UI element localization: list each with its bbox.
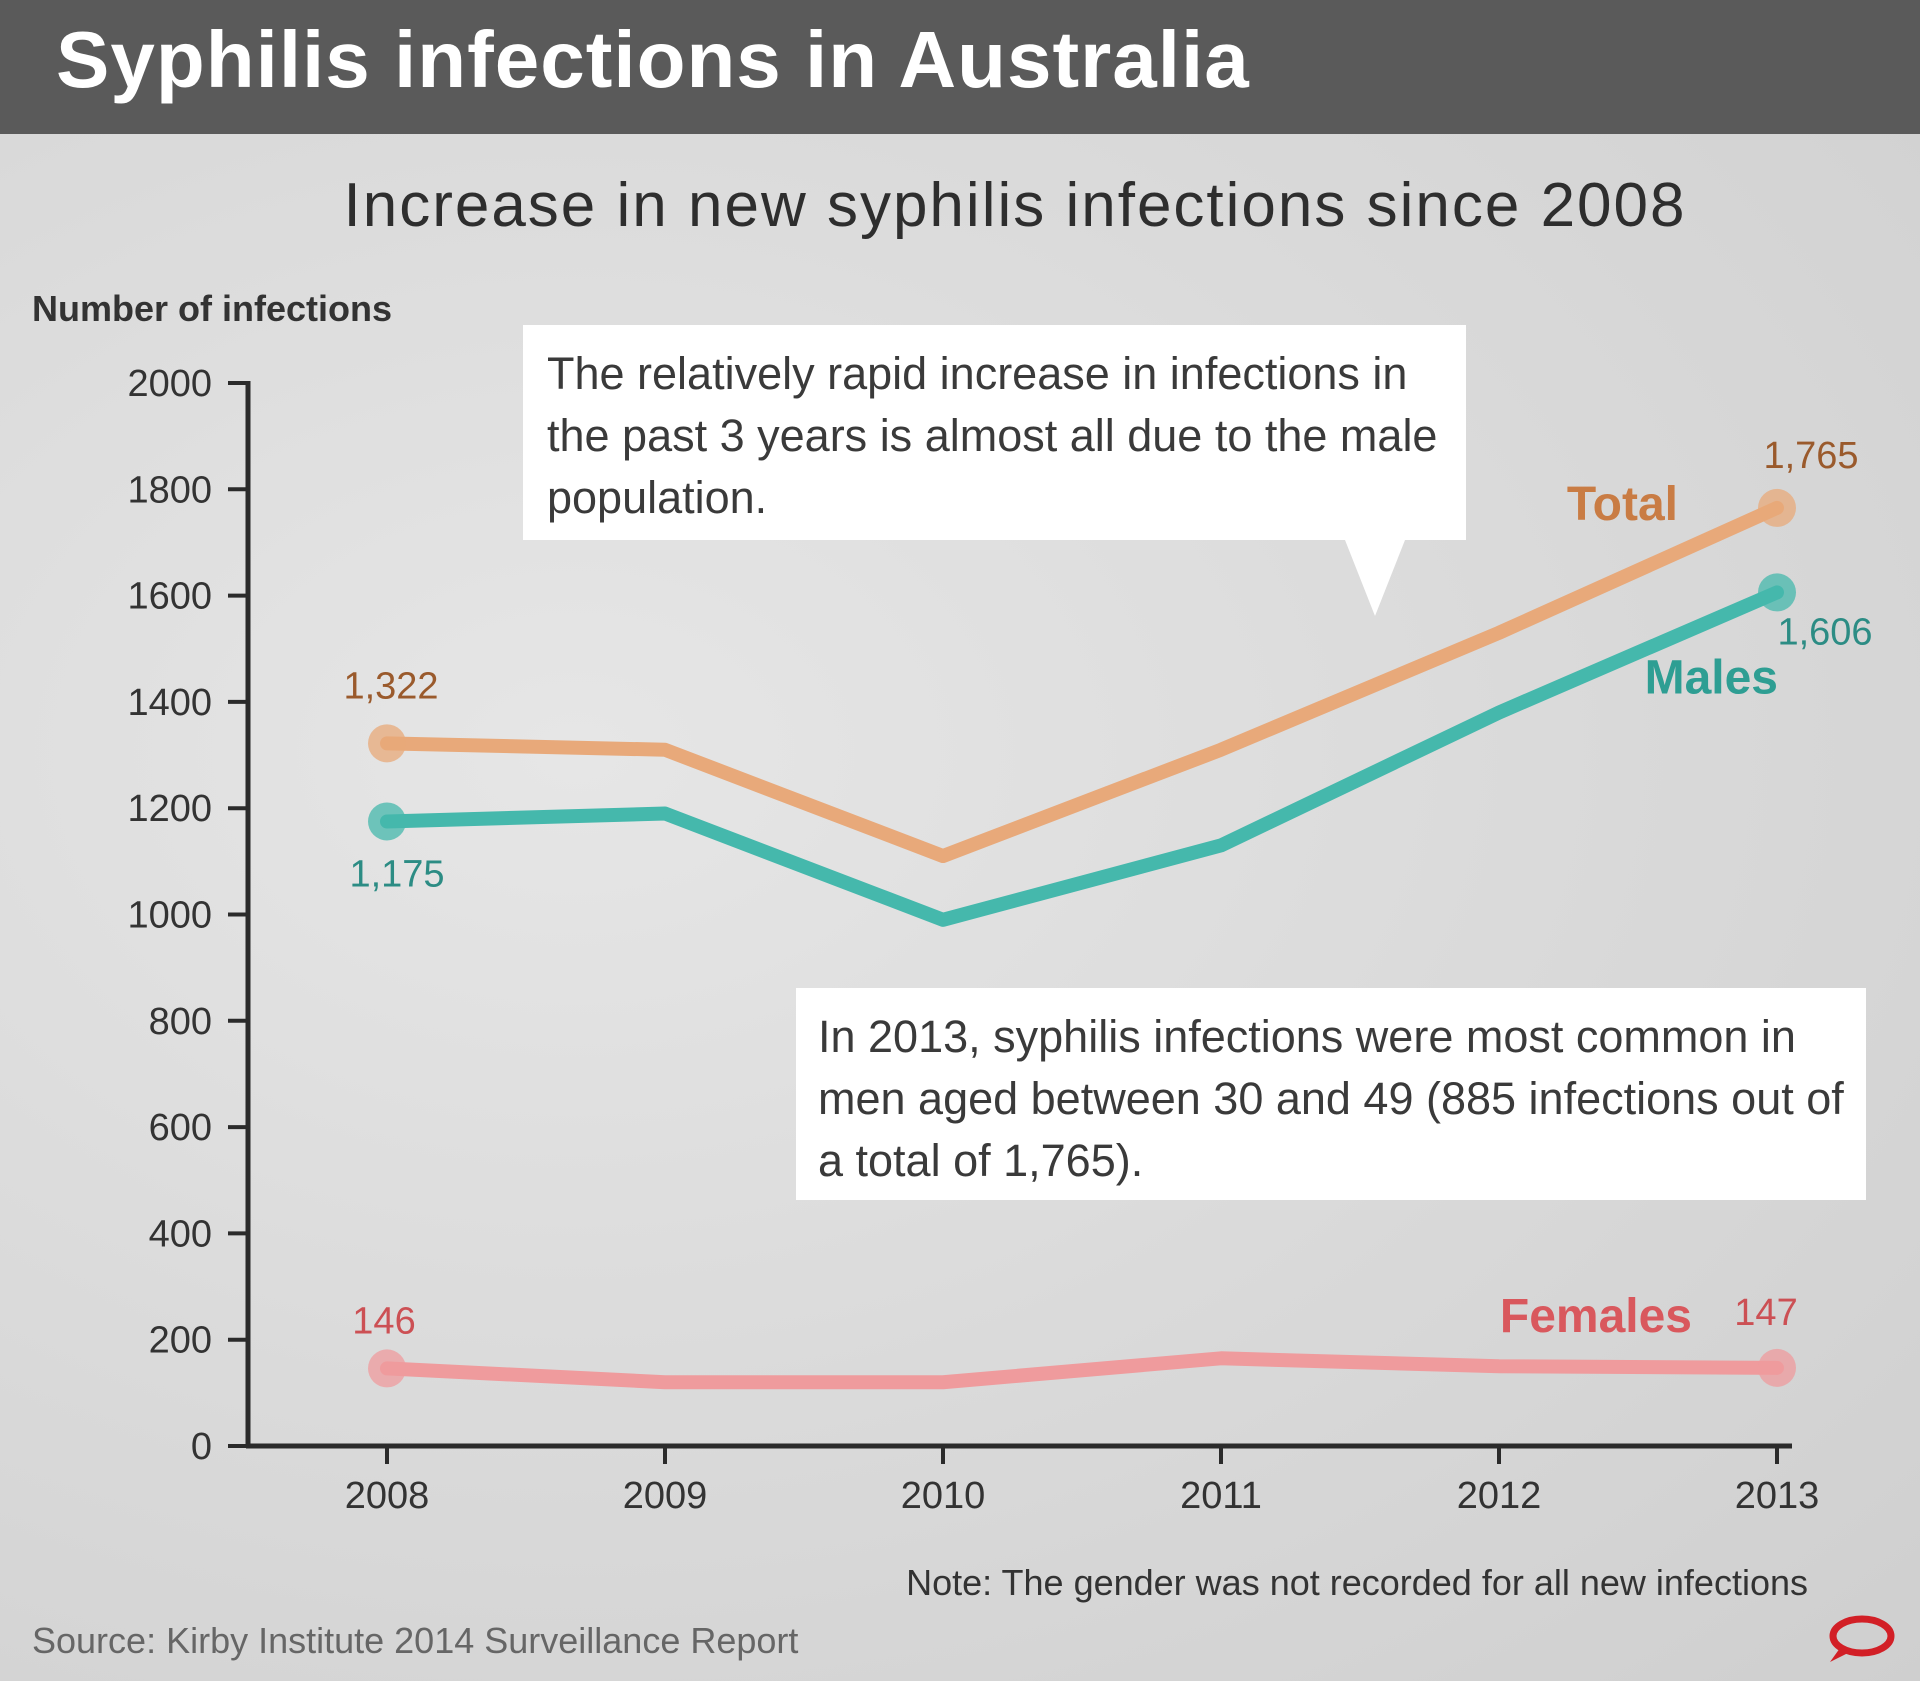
y-tick-label: 1800 xyxy=(127,469,212,511)
x-tick-label: 2013 xyxy=(1735,1475,1820,1517)
data-point-females xyxy=(1758,1348,1796,1387)
y-tick-label: 1000 xyxy=(127,895,212,937)
series-line-total xyxy=(380,500,1784,864)
annotation-callout-age: In 2013, syphilis infections were most c… xyxy=(796,988,1866,1200)
chart-axes: 0 200 400 600 800 1000 1200 1400 1600 1800 2000 200… xyxy=(127,363,1819,1517)
publisher-logo-icon xyxy=(1829,1615,1895,1662)
y-tick-label: 600 xyxy=(149,1107,212,1149)
footnote: Note: The gender was not recorded for al… xyxy=(906,1562,1808,1603)
data-label-total-end: 1,765 xyxy=(1763,435,1858,477)
data-point-males xyxy=(368,802,406,841)
y-tick-label: 1200 xyxy=(127,788,212,830)
y-tick-label: 1600 xyxy=(127,576,212,618)
data-label-males-start: 1,175 xyxy=(349,853,444,895)
data-label-males-end: 1,606 xyxy=(1777,611,1872,653)
y-tick-label: 800 xyxy=(149,1001,212,1043)
data-point-total xyxy=(1758,488,1796,527)
y-tick-label: 200 xyxy=(149,1320,212,1362)
page-title: Syphilis infections in Australia xyxy=(56,15,1250,104)
y-tick-label: 400 xyxy=(149,1213,212,1255)
series-label-females: Females xyxy=(1500,1290,1692,1343)
source-credit: Source: Kirby Institute 2014 Surveillanc… xyxy=(32,1620,799,1661)
data-label-females-start: 146 xyxy=(352,1300,415,1342)
y-tick-label: 2000 xyxy=(127,363,212,405)
data-label-total-start: 1,322 xyxy=(343,665,438,707)
data-label-females-end: 147 xyxy=(1734,1292,1797,1334)
data-point-males xyxy=(1758,573,1796,612)
series-label-males: Males xyxy=(1645,651,1778,704)
x-tick-label: 2010 xyxy=(901,1475,986,1517)
x-tick-label: 2008 xyxy=(345,1475,430,1517)
series-line-males xyxy=(380,585,1784,927)
x-tick-label: 2011 xyxy=(1180,1475,1262,1517)
chart-title: Increase in new syphilis infections sinc… xyxy=(343,171,1687,240)
series-label-total: Total xyxy=(1567,478,1678,531)
data-point-females xyxy=(368,1349,406,1388)
x-tick-label: 2012 xyxy=(1457,1475,1542,1517)
chart-series xyxy=(368,488,1796,1390)
y-tick-label: 0 xyxy=(191,1426,212,1468)
annotation-callout-males: The relatively rapid increase in infecti… xyxy=(523,325,1466,616)
y-tick-label: 1400 xyxy=(127,682,212,724)
y-axis-label: Number of infections xyxy=(32,288,393,329)
x-tick-label: 2009 xyxy=(623,1475,708,1517)
title-bar: Syphilis infections in Australia xyxy=(0,0,1920,134)
data-point-total xyxy=(368,724,406,763)
series-line-females xyxy=(380,1351,1784,1390)
